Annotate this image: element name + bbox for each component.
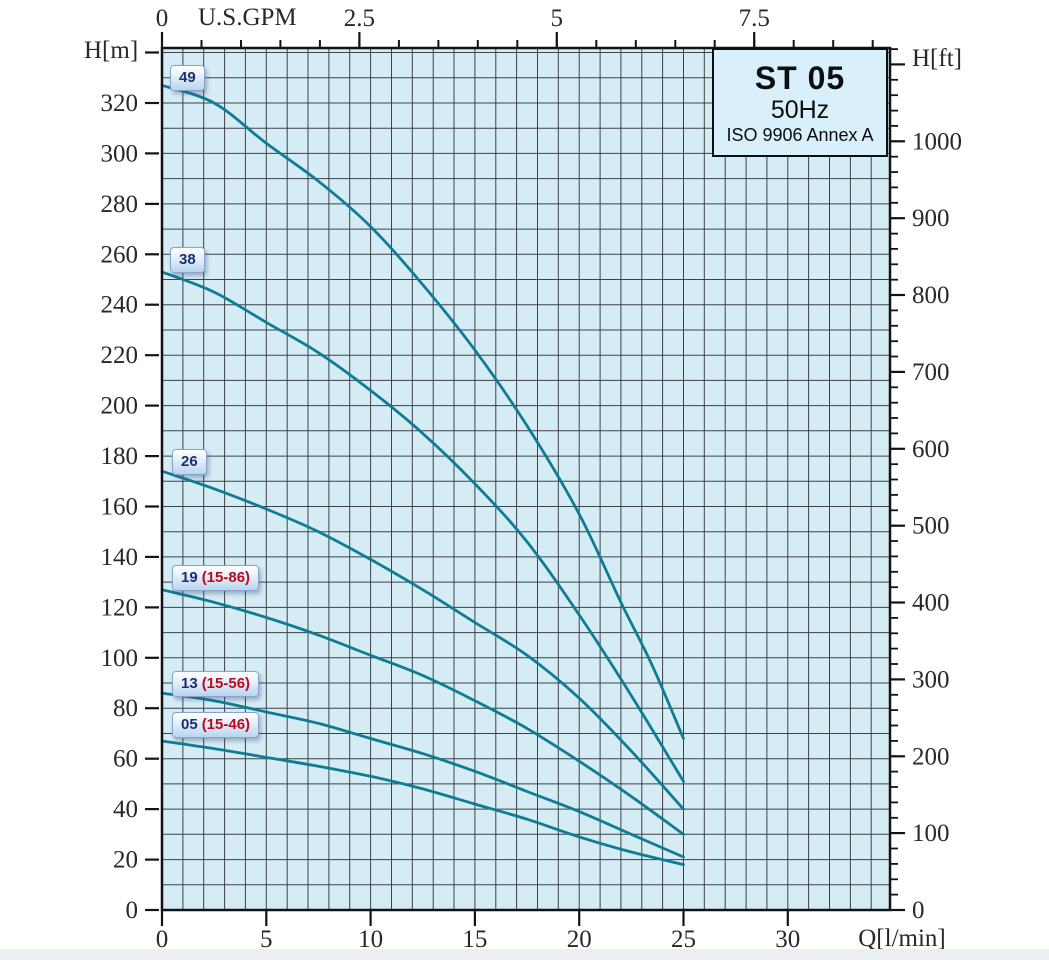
- pump-curve-49: [160, 83, 685, 740]
- pump-curve-19: [160, 588, 685, 836]
- curve-label-main: 49: [179, 69, 196, 86]
- curve-label-main: 13: [181, 675, 198, 692]
- curve-label-main: 05: [181, 716, 198, 733]
- y-left-tick-label: 180: [101, 443, 139, 470]
- curve-label-chip-05: 05 (15-46): [172, 712, 260, 738]
- pump-curve-26: [160, 469, 685, 811]
- y-right-tick-label: 0: [912, 897, 925, 924]
- x-bottom-tick-label: 30: [775, 926, 800, 953]
- x-bottom-tick-label: 10: [358, 926, 383, 953]
- curve-label-chip-49: 49: [170, 65, 205, 91]
- curve-label-main: 26: [181, 453, 198, 470]
- plot-background: [162, 48, 890, 910]
- curve-label-main: 19: [181, 569, 198, 586]
- y-right-tick-label: 1000: [912, 128, 962, 155]
- y-right-axis-title: H[ft]: [912, 45, 962, 72]
- y-left-axis-title: H[m]: [84, 37, 139, 64]
- y-right-tick-label: 800: [912, 282, 950, 309]
- curve-label-chip-26: 26: [172, 449, 207, 475]
- x-bottom-tick-label: 5: [260, 926, 273, 953]
- y-left-tick-label: 100: [101, 645, 139, 672]
- y-left-tick-label: 120: [101, 594, 139, 621]
- standard: ISO 9906 Annex A: [726, 124, 874, 145]
- x-top-tick-label: 2.5: [344, 5, 375, 32]
- y-right-tick-label: 700: [912, 359, 950, 386]
- y-left-tick-label: 80: [113, 695, 138, 722]
- y-right-tick-label: 200: [912, 743, 950, 770]
- y-right-tick-label: 900: [912, 205, 950, 232]
- curve-label-chip-13: 13 (15-56): [172, 671, 260, 697]
- y-right-tick-label: 100: [912, 820, 950, 847]
- x-bottom-axis-title: Q[l/min]: [858, 925, 946, 952]
- curve-label-main: 38: [179, 251, 196, 268]
- y-left-tick-label: 300: [101, 140, 139, 167]
- x-top-axis-title: U.S.GPM: [198, 4, 297, 31]
- y-left-tick-label: 200: [101, 393, 139, 420]
- y-left-tick-label: 60: [113, 746, 138, 773]
- y-left-tick-label: 0: [126, 897, 139, 924]
- x-bottom-tick-label: 15: [462, 926, 487, 953]
- curve-label-range: (15-86): [201, 569, 251, 586]
- y-left-tick-label: 260: [101, 241, 139, 268]
- x-top-tick-label: 0: [156, 5, 169, 32]
- curve-label-chip-19: 19 (15-86): [172, 565, 260, 591]
- x-bottom-tick-label: 20: [567, 926, 592, 953]
- curve-label-chip-38: 38: [170, 247, 205, 273]
- y-left-tick-label: 140: [101, 544, 139, 571]
- x-bottom-tick-label: 0: [156, 926, 169, 953]
- pump-curve-05: [160, 739, 685, 866]
- y-right-tick-label: 400: [912, 590, 950, 617]
- x-top-tick-label: 5: [551, 5, 564, 32]
- model-name: ST 05: [754, 59, 846, 96]
- pump-curve-13: [160, 691, 685, 859]
- y-left-tick-label: 160: [101, 494, 139, 521]
- frequency: 50Hz: [770, 95, 830, 124]
- pump-curve-38: [160, 270, 685, 783]
- y-left-tick-label: 240: [101, 292, 139, 319]
- title-box: ST 05 50Hz ISO 9906 Annex A: [712, 48, 888, 157]
- y-left-tick-label: 40: [113, 796, 138, 823]
- y-left-tick-label: 320: [101, 90, 139, 117]
- x-bottom-tick-label: 25: [671, 926, 696, 953]
- y-right-tick-label: 500: [912, 513, 950, 540]
- bottom-strip: [0, 949, 1049, 960]
- y-left-tick-label: 20: [113, 847, 138, 874]
- x-top-tick-label: 7.5: [739, 5, 770, 32]
- y-right-tick-label: 300: [912, 666, 950, 693]
- y-left-tick-label: 280: [101, 191, 139, 218]
- curve-label-range: (15-56): [201, 675, 251, 692]
- y-left-tick-label: 220: [101, 342, 139, 369]
- y-right-tick-label: 600: [912, 436, 950, 463]
- curve-label-range: (15-46): [201, 716, 251, 733]
